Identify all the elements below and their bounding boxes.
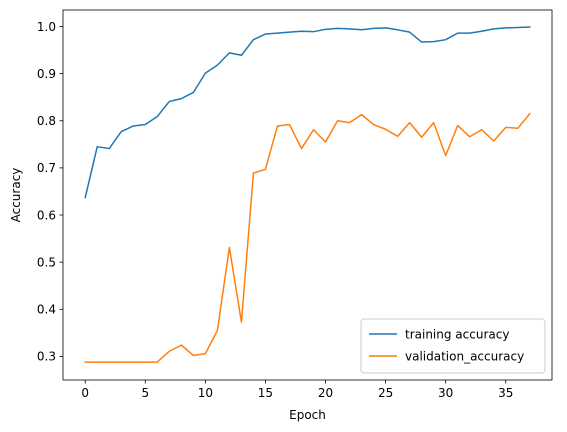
series-line-training-accuracy [84,26,531,199]
legend: training accuracy validation_accuracy [360,318,546,374]
legend-label: validation_accuracy [405,349,524,363]
series-layer [84,26,531,363]
x-axis-ticks: 0 5 10 15 20 25 30 35 [81,380,513,400]
x-tick-label: 25 [378,386,393,400]
y-tick-label: 0.8 [37,114,56,128]
y-tick-label: 0.6 [37,208,56,222]
legend-box [360,318,546,374]
plot-frame [62,9,553,381]
x-tick-label: 30 [438,386,453,400]
y-tick-label: 0.4 [37,303,56,317]
y-tick-label: 0.3 [37,350,56,364]
series-line-validation-accuracy [84,112,531,363]
x-tick-label: 5 [141,386,149,400]
x-tick-label: 10 [198,386,213,400]
y-tick-label: 0.9 [37,67,56,81]
y-axis-title: Accuracy [9,168,23,223]
y-axis-ticks: 0.3 0.4 0.5 0.6 0.7 0.8 0.9 1.0 [37,20,63,364]
legend-label: training accuracy [405,327,509,341]
x-tick-label: 15 [258,386,273,400]
x-tick-label: 0 [81,386,89,400]
x-axis-title: Epoch [289,408,326,422]
x-tick-label: 20 [318,386,333,400]
x-tick-label: 35 [498,386,513,400]
y-tick-label: 1.0 [37,20,56,34]
y-tick-label: 0.5 [37,255,56,269]
y-tick-label: 0.7 [37,161,56,175]
